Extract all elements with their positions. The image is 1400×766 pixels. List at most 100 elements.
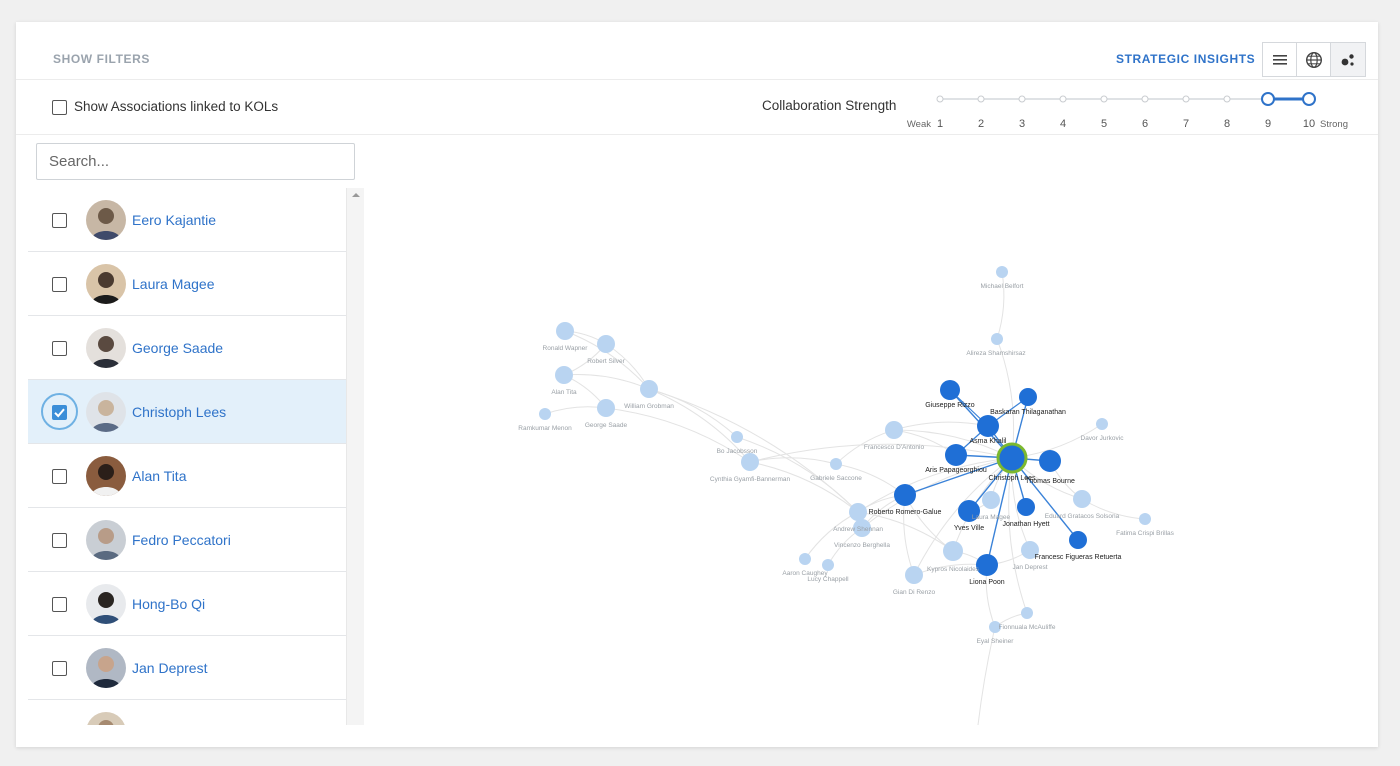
graph-node[interactable] bbox=[1019, 388, 1037, 406]
graph-node[interactable] bbox=[1096, 418, 1108, 430]
graph-node[interactable] bbox=[539, 408, 551, 420]
kol-name[interactable]: Fedro Peccatori bbox=[132, 532, 231, 548]
graph-node[interactable] bbox=[976, 554, 998, 576]
graph-node[interactable] bbox=[853, 519, 871, 537]
graph-node[interactable] bbox=[1069, 531, 1087, 549]
graph-node[interactable] bbox=[640, 380, 658, 398]
graph-node-label: Eduard Gratacos Solsona bbox=[1045, 513, 1120, 520]
kol-list-item[interactable]: Alan Tita bbox=[28, 444, 346, 508]
graph-edge bbox=[648, 388, 859, 513]
graph-node[interactable] bbox=[982, 491, 1000, 509]
graph-nodes bbox=[539, 266, 1151, 633]
graph-node-label: Laura Magee bbox=[972, 514, 1011, 521]
graph-edge bbox=[857, 457, 1013, 513]
slider-tick[interactable] bbox=[1223, 95, 1231, 103]
graph-node[interactable] bbox=[958, 500, 980, 522]
graph-node-label: Michael Belfort bbox=[981, 283, 1024, 290]
graph-node[interactable] bbox=[1073, 490, 1091, 508]
kol-checkbox[interactable] bbox=[52, 341, 67, 356]
graph-node[interactable] bbox=[996, 442, 1028, 474]
kol-list-item[interactable]: Christoph Lees bbox=[28, 380, 346, 444]
graph-node[interactable] bbox=[849, 503, 867, 521]
kol-name[interactable]: Alan Tita bbox=[132, 468, 187, 484]
graph-node[interactable] bbox=[597, 399, 615, 417]
kol-name[interactable]: Laura Magee bbox=[132, 276, 215, 292]
collaboration-strength-label: Collaboration Strength bbox=[762, 98, 897, 113]
graph-node[interactable] bbox=[905, 566, 923, 584]
graph-node-label: Davor Jurkovic bbox=[1081, 435, 1125, 442]
kol-checkbox[interactable] bbox=[52, 277, 67, 292]
globe-view-button[interactable] bbox=[1297, 43, 1331, 76]
graph-node[interactable] bbox=[799, 553, 811, 565]
graph-node[interactable] bbox=[943, 541, 963, 561]
slider-tick[interactable] bbox=[936, 95, 944, 103]
kol-checkbox[interactable] bbox=[52, 661, 67, 676]
kol-list-item[interactable] bbox=[28, 700, 346, 725]
kol-checkbox[interactable] bbox=[52, 469, 67, 484]
kol-list-item[interactable]: Jan Deprest bbox=[28, 636, 346, 700]
slider-tick[interactable] bbox=[1059, 95, 1067, 103]
show-filters-link[interactable]: SHOW FILTERS bbox=[53, 52, 150, 66]
graph-node[interactable] bbox=[555, 366, 573, 384]
list-view-button[interactable] bbox=[1263, 43, 1297, 76]
kol-list-item[interactable]: Eero Kajantie bbox=[28, 188, 346, 252]
kol-checkbox[interactable] bbox=[52, 597, 67, 612]
graph-node[interactable] bbox=[940, 380, 960, 400]
slider-tick-label: 1 bbox=[937, 118, 943, 130]
slider-tick[interactable] bbox=[977, 95, 985, 103]
list-scrollbar[interactable] bbox=[346, 188, 364, 725]
graph-node[interactable] bbox=[989, 621, 1001, 633]
kol-list-item[interactable]: George Saade bbox=[28, 316, 346, 380]
graph-node[interactable] bbox=[1021, 541, 1039, 559]
kol-list-item[interactable]: Laura Magee bbox=[28, 252, 346, 316]
graph-node[interactable] bbox=[1139, 513, 1151, 525]
kol-name[interactable]: Hong-Bo Qi bbox=[132, 596, 206, 612]
strategic-insights-link[interactable]: STRATEGIC INSIGHTS bbox=[1116, 52, 1256, 66]
graph-edge-strong bbox=[904, 457, 1013, 496]
network-view-button[interactable] bbox=[1331, 43, 1365, 76]
slider-handle[interactable] bbox=[1261, 92, 1275, 106]
collaboration-strength-slider[interactable]: 1 2 3 4 5 6 7 8 9 10 Weak Strong bbox=[896, 86, 1356, 130]
kol-checkbox[interactable] bbox=[52, 405, 67, 420]
graph-node[interactable] bbox=[977, 415, 999, 437]
slider-tick[interactable] bbox=[1018, 95, 1026, 103]
kol-list-item[interactable]: Fedro Peccatori bbox=[28, 508, 346, 572]
scroll-up-icon[interactable] bbox=[347, 188, 365, 202]
kol-name[interactable]: Eero Kajantie bbox=[132, 212, 217, 228]
graph-node[interactable] bbox=[1017, 498, 1035, 516]
graph-node-label: Ronald Wapner bbox=[543, 345, 589, 352]
slider-tick[interactable] bbox=[1182, 95, 1190, 103]
associations-label: Show Associations linked to KOLs bbox=[74, 99, 279, 114]
graph-node[interactable] bbox=[945, 444, 967, 466]
graph-node-label: Gian Di Renzo bbox=[893, 589, 936, 596]
graph-node[interactable] bbox=[1021, 607, 1033, 619]
slider-tick[interactable] bbox=[1141, 95, 1149, 103]
graph-node-label: Alireza Shamshirsaz bbox=[966, 350, 1025, 357]
slider-tick-label: 2 bbox=[978, 118, 984, 130]
kol-name[interactable]: George Saade bbox=[132, 340, 224, 356]
graph-node[interactable] bbox=[996, 266, 1008, 278]
kol-checkbox[interactable] bbox=[52, 213, 67, 228]
graph-node[interactable] bbox=[597, 335, 615, 353]
graph-node[interactable] bbox=[894, 484, 916, 506]
graph-node[interactable] bbox=[731, 431, 743, 443]
graph-node-label: Roberto Romero-Galue bbox=[869, 509, 942, 516]
graph-node[interactable] bbox=[556, 322, 574, 340]
kol-name[interactable]: Christoph Lees bbox=[132, 404, 227, 420]
graph-node[interactable] bbox=[741, 453, 759, 471]
graph-node-label: Cynthia Gyamfi-Bannerman bbox=[710, 476, 791, 483]
slider-tick[interactable] bbox=[1100, 95, 1108, 103]
network-graph[interactable]: Michael Belfort Alireza Shamshirsaz Ronald… bbox=[364, 135, 1366, 726]
graph-node[interactable] bbox=[830, 458, 842, 470]
graph-node[interactable] bbox=[1039, 450, 1061, 472]
kol-name[interactable]: Jan Deprest bbox=[132, 660, 208, 676]
kol-checkbox[interactable] bbox=[52, 533, 67, 548]
avatar bbox=[86, 712, 126, 725]
graph-node[interactable] bbox=[885, 421, 903, 439]
kol-list-item[interactable]: Hong-Bo Qi bbox=[28, 572, 346, 636]
associations-checkbox[interactable] bbox=[52, 100, 67, 115]
search-input[interactable] bbox=[36, 143, 355, 180]
graph-node[interactable] bbox=[822, 559, 834, 571]
graph-node[interactable] bbox=[991, 333, 1003, 345]
slider-handle[interactable] bbox=[1302, 92, 1316, 106]
